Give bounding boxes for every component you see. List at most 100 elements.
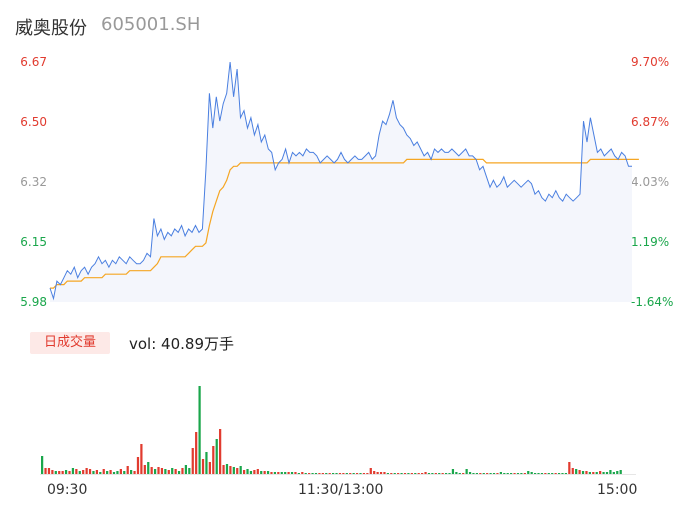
volume-bar [123,471,126,474]
volume-bar [147,462,150,474]
volume-bar [236,468,239,474]
time-tick-close: 15:00 [597,482,638,498]
volume-bar [260,471,263,474]
volume-bar [102,469,105,474]
volume-bar [431,473,434,474]
volume-bar [568,462,571,474]
volume-bar [201,459,205,474]
volume-bar [171,468,174,474]
volume-bar [516,473,520,474]
volume-bar [75,469,78,474]
volume-bar [438,473,441,474]
volume-bar [359,473,362,474]
volume-bar [198,386,201,474]
volume-bar [95,470,99,474]
volume-bar [482,473,485,474]
pct-tick-2: 6.87% [631,115,670,129]
volume-bar [321,473,324,474]
volume-bar [605,472,609,474]
volume-badge: 日成交量 [30,332,110,354]
volume-bar [523,473,526,474]
volume-bar [414,473,417,474]
volume-bar [475,473,479,474]
volume-bar [540,473,544,474]
volume-bar [153,469,157,474]
volume-bar [441,473,444,474]
price-area [50,62,632,302]
volume-bar [373,471,376,474]
volume-bar [427,473,431,474]
price-line [49,61,632,301]
volume-bar [338,473,342,474]
volume-bar [164,469,167,474]
volume-bar [530,472,533,474]
volume-bar [290,472,294,474]
volume-bar [78,471,81,474]
volume-bar [462,473,465,474]
volume-bar [225,464,229,474]
volume-bar [599,471,602,474]
volume-bar [51,470,54,474]
volume-bar [88,469,92,474]
volume-bar [345,473,348,474]
volume-bar [544,473,547,474]
volume-bar [143,465,146,474]
volume-bar [273,472,277,474]
volume-bar [489,473,492,474]
volume-bar [421,473,424,474]
volume-bar [287,472,290,474]
volume-bar [602,472,605,474]
volume-bar [503,473,506,474]
price-tick-5: 5.98 [20,295,47,309]
volume-bar [366,473,369,474]
volume-bar [232,467,235,474]
volume-bar [458,473,461,474]
volume-bar [246,469,249,474]
volume-bar [506,473,509,474]
volume-bar [174,469,177,474]
volume-bar [126,466,129,474]
volume-bar [492,473,496,474]
volume-bar [451,469,455,474]
volume-bar [547,473,550,474]
volume-bar [588,472,591,474]
price-tick-4: 6.15 [20,235,47,249]
volume-bar [581,471,585,474]
volume-bar [571,468,574,474]
volume-bar [136,457,140,474]
volume-bar [160,468,164,474]
volume-bar [184,465,188,474]
volume-bar [106,471,109,474]
volume-bar [249,471,253,474]
volume-bar [47,468,51,474]
volume-bar [99,472,102,474]
volume-bar [297,473,300,474]
volume-bar [212,446,215,474]
volume-bar [112,472,116,474]
volume-bar [133,471,136,474]
volume-bar [510,473,513,474]
volume-bar [229,466,232,474]
volume-bar [527,471,530,474]
volume-bar [592,472,595,474]
volume-bar [349,473,352,474]
volume-bar [417,473,420,474]
pct-tick-4: 1.19% [631,235,670,249]
time-tick-open: 09:30 [47,482,88,498]
volume-bar [82,470,85,474]
volume-bar [551,473,554,474]
volume-bar [68,471,71,474]
volume-bar [578,470,581,474]
stock-code: 605001.SH [101,14,201,35]
volume-bar [616,471,619,474]
volume-bar [410,473,413,474]
volume-bar [465,469,468,474]
volume-bar [177,471,181,474]
volume-bar [342,473,345,474]
volume-bar [157,467,160,474]
volume-bar [253,470,256,474]
volume-bar [407,473,410,474]
volume-bar [554,473,557,474]
volume-bar [379,472,383,474]
volume-bar [61,471,64,474]
